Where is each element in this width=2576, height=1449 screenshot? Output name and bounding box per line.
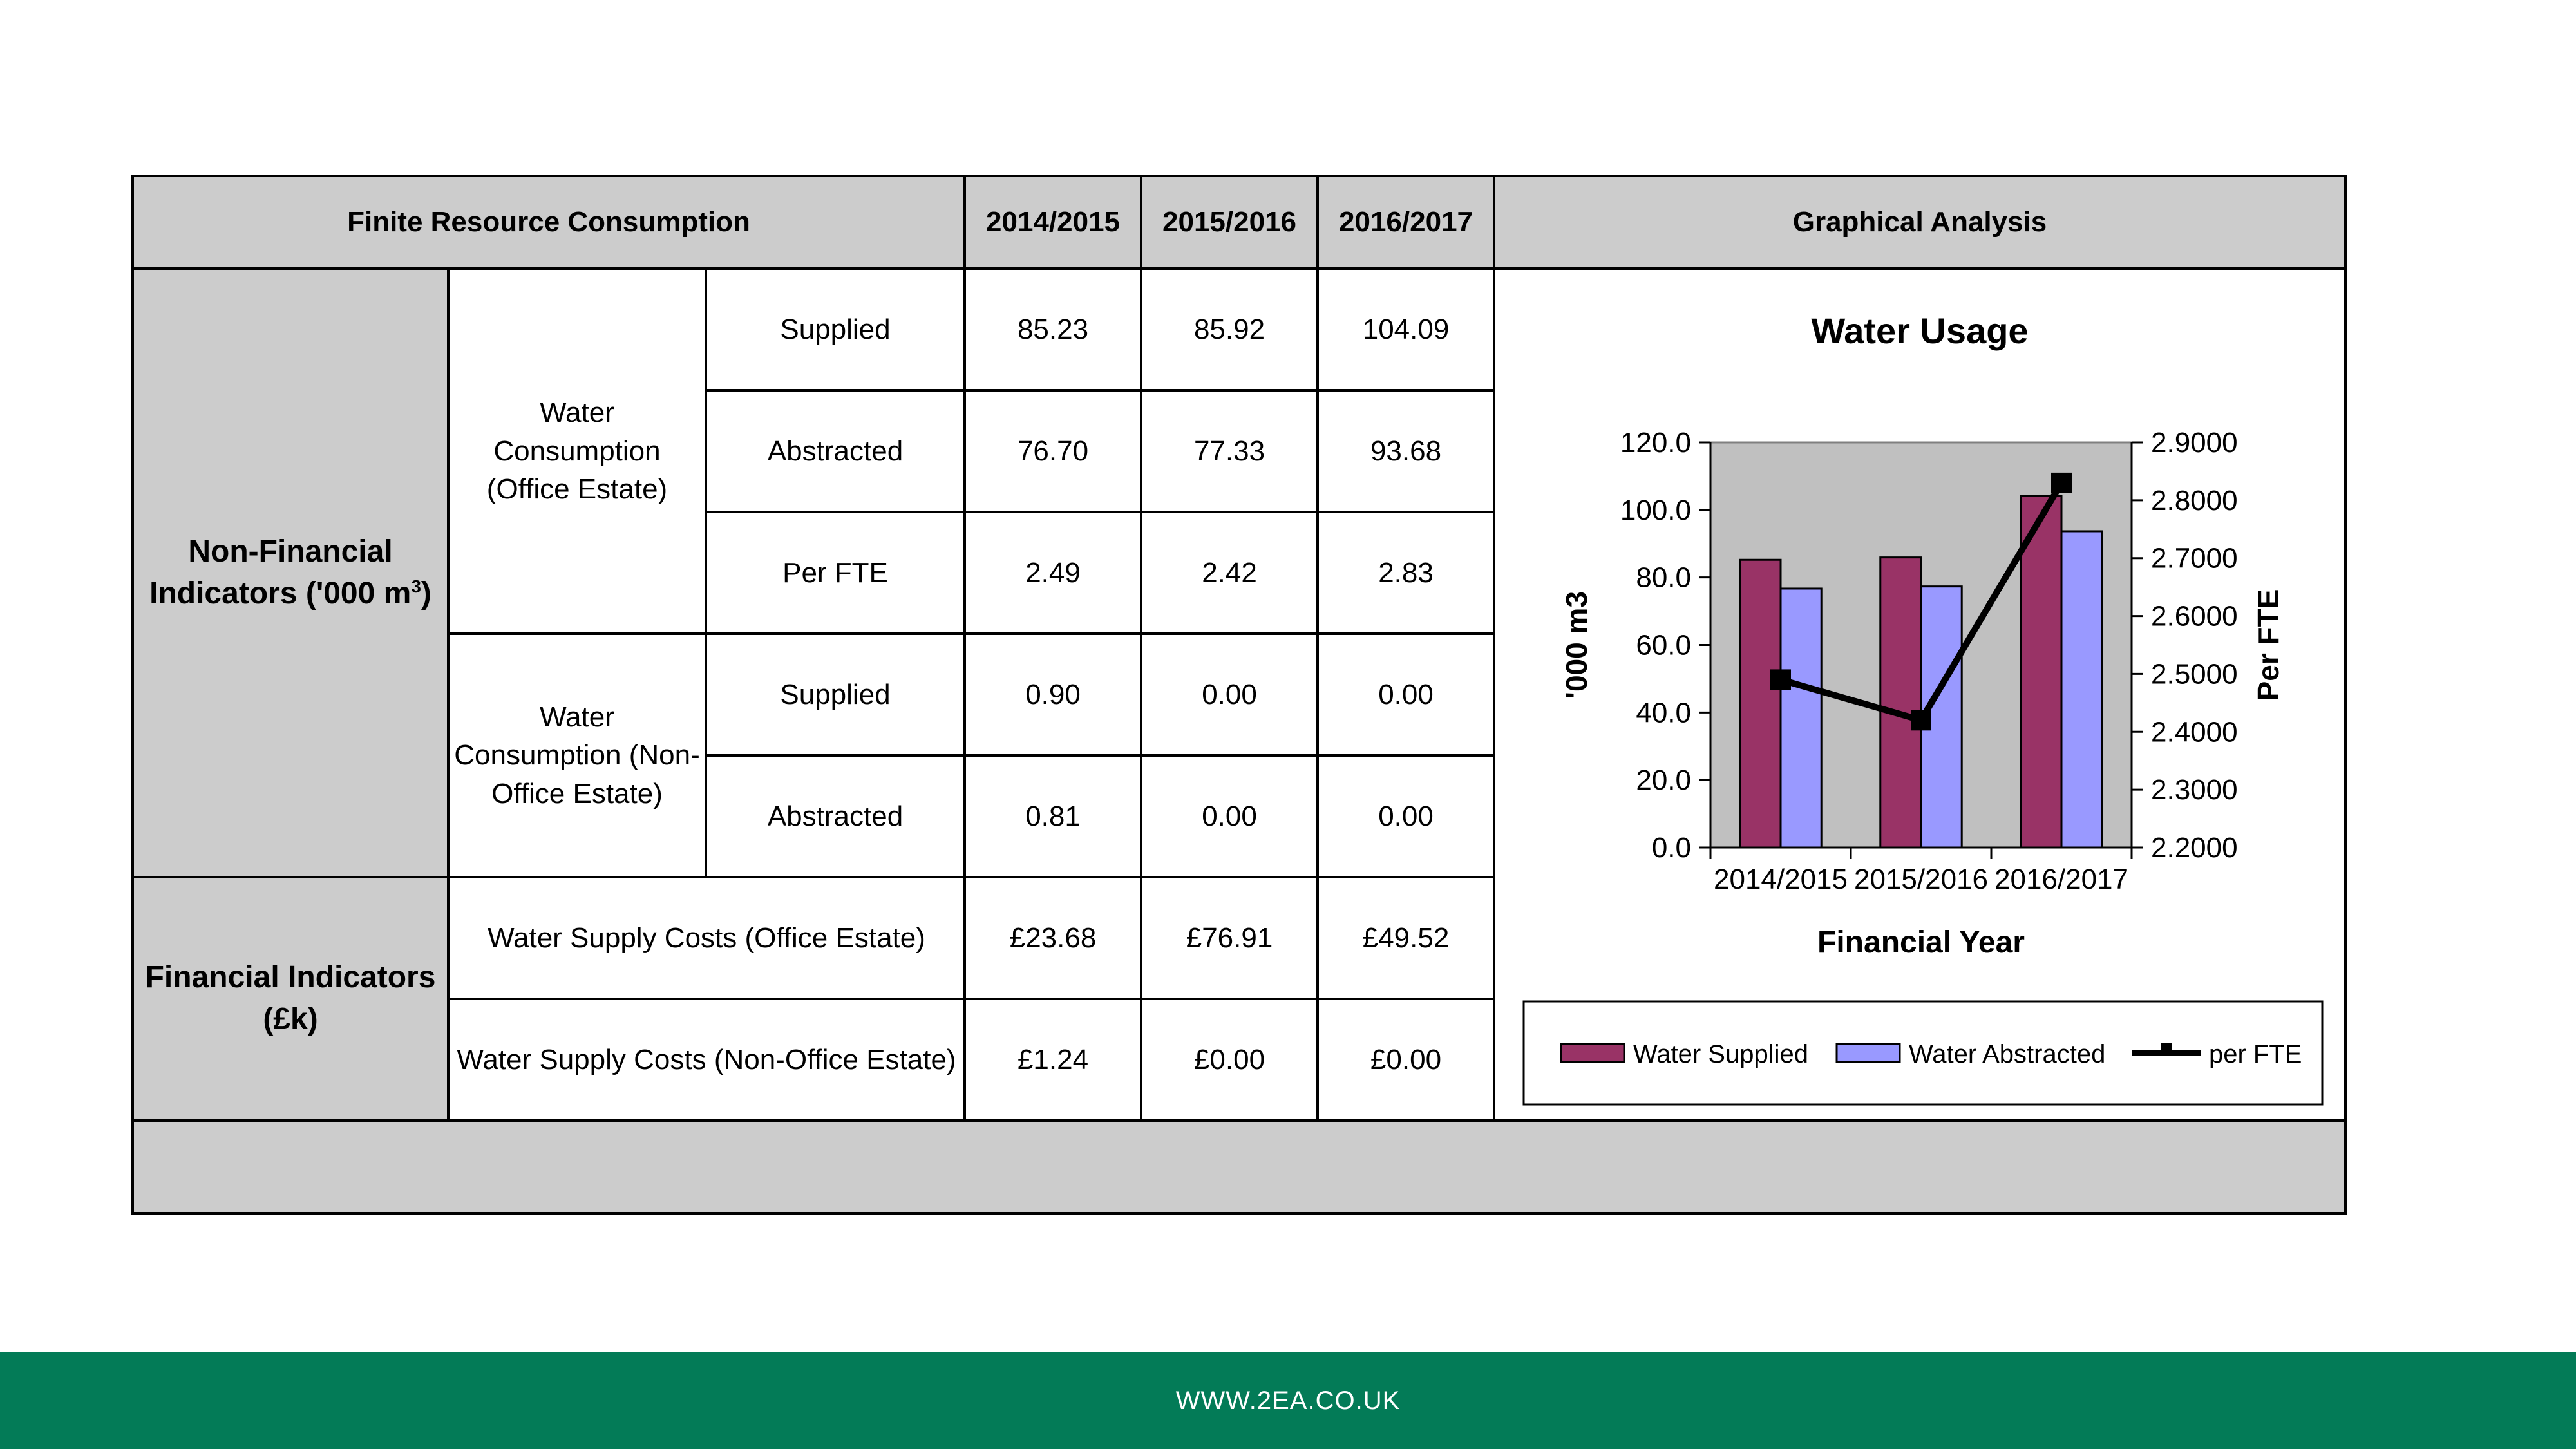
y-tick-label: 100.0 xyxy=(1620,495,1691,526)
bar-water-supplied xyxy=(1879,556,1922,849)
cell-value: 104.09 xyxy=(1316,267,1496,392)
header-year-3: 2016/2017 xyxy=(1316,175,1496,270)
legend-label-water-abstracted: Water Abstracted xyxy=(1909,1040,2105,1068)
row-label: Supplied xyxy=(704,267,967,392)
cell-value: 0.00 xyxy=(1316,754,1496,878)
non-office-estate-label: Water Consumption (Non-Office Estate) xyxy=(447,632,707,878)
row-label: Abstracted xyxy=(704,389,967,513)
cell-value: 0.00 xyxy=(1316,632,1496,757)
y2-tick-label: 2.8000 xyxy=(2151,485,2238,516)
table-row: Per FTE 2.49 2.42 2.83 xyxy=(133,511,2345,635)
cell-value: 0.90 xyxy=(963,632,1143,757)
point-per-fte xyxy=(1770,669,1792,690)
x-tick-label: 2014/2015 xyxy=(1714,864,1848,895)
row-label: Abstracted xyxy=(704,754,967,878)
legend-marker-per-fte xyxy=(2161,1043,2172,1053)
row-label: Water Supply Costs (Office Estate) xyxy=(446,876,967,1000)
chart-cell: Water Usage 0.0 20.0 40.0 60.0 80.0 100.0 120.0… xyxy=(1493,267,2347,1122)
table-row: Financial Indicators (£k) Water Supply C… xyxy=(131,876,2345,1122)
cell-value: £76.91 xyxy=(1140,876,1320,1000)
cell-value: £23.68 xyxy=(963,876,1143,1000)
x-axis-title: Financial Year xyxy=(1817,925,2025,960)
table-footer-cell xyxy=(131,1119,2347,1215)
legend-swatch-water-supplied xyxy=(1560,1043,1625,1063)
table-footer-row xyxy=(131,1119,2347,1215)
table-row: Water Consumption (Non-Office Estate) Su… xyxy=(133,632,2345,878)
bar-water-abstracted xyxy=(2060,530,2103,849)
cell-value: 0.00 xyxy=(1140,632,1320,757)
point-per-fte xyxy=(2051,472,2072,493)
cell-value: 0.81 xyxy=(963,754,1143,878)
table-row: Non-Financial Indicators ('000 m3) Water… xyxy=(131,267,2347,1122)
cell-value: 0.00 xyxy=(1140,754,1320,878)
y2-tick-label: 2.4000 xyxy=(2151,716,2238,748)
y2-tick-label: 2.3000 xyxy=(2151,774,2238,806)
bar-water-supplied xyxy=(2020,495,2063,849)
table-row: Abstracted 76.70 77.33 93.68 xyxy=(133,389,2345,513)
cell-value: 85.92 xyxy=(1140,267,1320,392)
header-title: Finite Resource Consumption xyxy=(131,175,967,270)
cell-value: 2.42 xyxy=(1140,511,1320,635)
x-tick-label: 2016/2017 xyxy=(1994,864,2128,895)
y-tick-label: 80.0 xyxy=(1636,562,1691,594)
water-usage-chart: Water Usage 0.0 20.0 40.0 60.0 80.0 100.0 120.0… xyxy=(1522,310,2324,1106)
cell-value: £0.00 xyxy=(1140,998,1320,1122)
y2-tick-label: 2.6000 xyxy=(2151,601,2238,632)
table-row: Water Supply Costs (Non-Office Estate) £… xyxy=(133,998,2345,1122)
legend-label-water-supplied: Water Supplied xyxy=(1633,1040,1808,1068)
cell-value: 77.33 xyxy=(1140,389,1320,513)
y-tick-label: 20.0 xyxy=(1636,764,1691,796)
point-per-fte xyxy=(1911,710,1932,731)
header-graphical-analysis: Graphical Analysis xyxy=(1493,175,2347,270)
y-tick-label: 120.0 xyxy=(1620,427,1691,459)
y-tick-label: 0.0 xyxy=(1652,832,1691,864)
chart-title: Water Usage xyxy=(1811,310,2028,351)
header-year-2: 2015/2016 xyxy=(1140,175,1320,270)
non-financial-indicators-label: Non-Financial Indicators ('000 m3) xyxy=(131,267,450,878)
cell-value: 2.83 xyxy=(1316,511,1496,635)
y2-tick-label: 2.2000 xyxy=(2151,832,2238,864)
y2-tick-label: 2.9000 xyxy=(2151,427,2238,459)
cell-value: £0.00 xyxy=(1316,998,1496,1122)
cell-value: 93.68 xyxy=(1316,389,1496,513)
y-tick-label: 40.0 xyxy=(1636,697,1691,728)
row-label: Per FTE xyxy=(704,511,967,635)
y2-tick-label: 2.7000 xyxy=(2151,543,2238,574)
y2-tick-label: 2.5000 xyxy=(2151,658,2238,690)
legend-swatch-water-abstracted xyxy=(1835,1043,1901,1063)
y-axis-title: '000 m3 xyxy=(1560,591,1593,699)
cell-value: 2.49 xyxy=(963,511,1143,635)
cell-value: 76.70 xyxy=(963,389,1143,513)
y-tick-label: 60.0 xyxy=(1636,630,1691,661)
x-tick-label: 2015/2016 xyxy=(1854,864,1988,895)
cell-value: £49.52 xyxy=(1316,876,1496,1000)
row-label: Water Supply Costs (Non-Office Estate) xyxy=(446,998,967,1122)
table-row: Abstracted 0.81 0.00 0.00 xyxy=(133,754,2345,878)
header-year-1: 2014/2015 xyxy=(963,175,1143,270)
cell-value: 85.23 xyxy=(963,267,1143,392)
cell-value: £1.24 xyxy=(963,998,1143,1122)
y2-axis-title: Per FTE xyxy=(2251,589,2285,701)
finite-resource-table: Finite Resource Consumption 2014/2015 20… xyxy=(131,175,2347,1215)
legend-label-per-fte: per FTE xyxy=(2209,1040,2302,1068)
bar-water-abstracted xyxy=(1779,587,1823,849)
financial-indicators-label: Financial Indicators (£k) xyxy=(131,876,450,1122)
footer-bar: WWW.2EA.CO.UK xyxy=(0,1352,2576,1449)
bar-water-supplied xyxy=(1739,558,1782,849)
office-estate-label: Water Consumption (Office Estate) xyxy=(447,267,707,635)
footer-url[interactable]: WWW.2EA.CO.UK xyxy=(1175,1386,1401,1415)
row-label: Supplied xyxy=(704,632,967,757)
header-row: Finite Resource Consumption 2014/2015 20… xyxy=(131,175,2347,270)
